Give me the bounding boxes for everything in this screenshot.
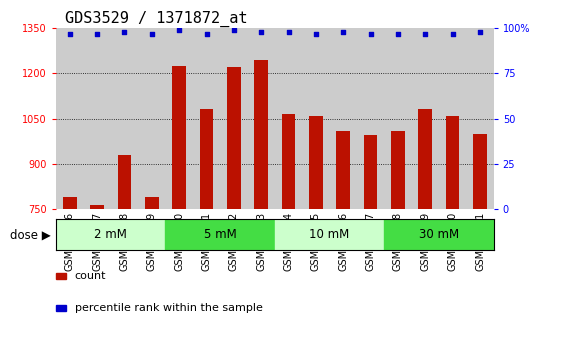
- Point: [93, 31, 102, 36]
- Bar: [275, 28, 302, 209]
- Bar: [56, 28, 84, 209]
- Text: 10 mM: 10 mM: [310, 228, 350, 241]
- Bar: [193, 28, 220, 209]
- Text: percentile rank within the sample: percentile rank within the sample: [75, 303, 263, 313]
- Bar: [473, 134, 487, 209]
- Point: [148, 31, 157, 36]
- Bar: [391, 131, 405, 209]
- Text: 30 mM: 30 mM: [419, 228, 459, 241]
- Bar: [337, 131, 350, 209]
- Bar: [384, 219, 494, 250]
- Point: [120, 29, 129, 35]
- Bar: [419, 109, 432, 209]
- Point: [448, 31, 457, 36]
- Text: dose ▶: dose ▶: [10, 228, 50, 241]
- Bar: [302, 28, 329, 209]
- Bar: [364, 135, 378, 209]
- Bar: [118, 155, 131, 209]
- Bar: [111, 28, 138, 209]
- Point: [476, 29, 485, 35]
- Text: 5 mM: 5 mM: [204, 228, 237, 241]
- Bar: [90, 205, 104, 209]
- Bar: [145, 197, 159, 209]
- Bar: [84, 28, 111, 209]
- Bar: [56, 219, 165, 250]
- Point: [366, 31, 375, 36]
- Point: [421, 31, 430, 36]
- Text: count: count: [75, 271, 106, 281]
- Bar: [275, 219, 384, 250]
- Point: [65, 31, 74, 36]
- Bar: [247, 28, 275, 209]
- Point: [202, 31, 211, 36]
- Point: [311, 31, 320, 36]
- Bar: [138, 28, 165, 209]
- Text: GDS3529 / 1371872_at: GDS3529 / 1371872_at: [65, 11, 247, 27]
- Bar: [220, 28, 247, 209]
- Bar: [309, 116, 323, 209]
- Bar: [172, 66, 186, 209]
- Bar: [254, 60, 268, 209]
- Bar: [446, 116, 459, 209]
- Bar: [63, 197, 77, 209]
- Text: 2 mM: 2 mM: [94, 228, 127, 241]
- Point: [284, 29, 293, 35]
- Bar: [200, 109, 213, 209]
- Bar: [227, 67, 241, 209]
- Bar: [412, 28, 439, 209]
- Point: [174, 27, 183, 33]
- Point: [339, 29, 348, 35]
- Bar: [357, 28, 384, 209]
- Bar: [439, 28, 466, 209]
- Point: [393, 31, 402, 36]
- Bar: [282, 114, 296, 209]
- Bar: [466, 28, 494, 209]
- Bar: [329, 28, 357, 209]
- Bar: [165, 219, 275, 250]
- Point: [257, 29, 266, 35]
- Bar: [384, 28, 412, 209]
- Point: [229, 27, 238, 33]
- Bar: [165, 28, 193, 209]
